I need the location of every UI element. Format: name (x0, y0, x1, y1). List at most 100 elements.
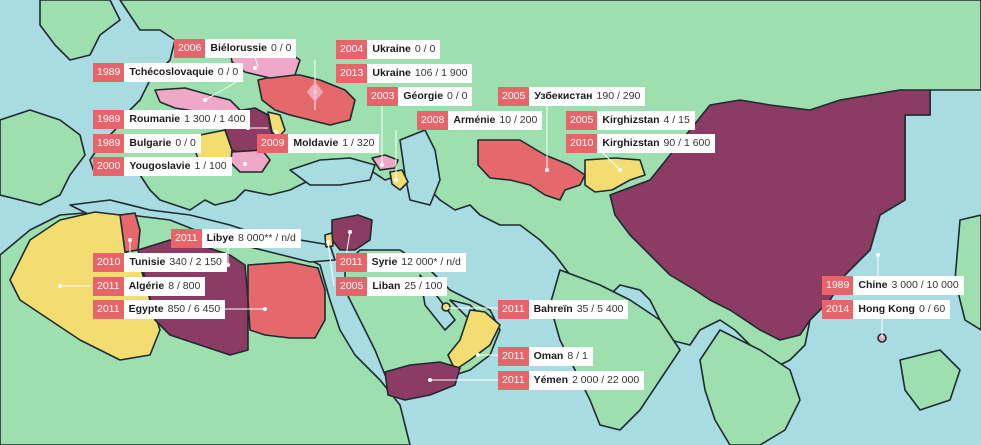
country-name: Tchécoslovaquie (129, 66, 214, 78)
event-stats: 0 / 60 (918, 303, 946, 315)
event-stats: 106 / 1 900 (414, 67, 468, 79)
label-yemen[interactable]: 2011 Yémen 2 000 / 22 000 (498, 371, 645, 390)
country-name: Oman (533, 350, 564, 362)
country-name: Roumanie (129, 113, 181, 125)
event-stats: 0 / 0 (217, 66, 239, 78)
year-badge: 2011 (498, 371, 529, 390)
country-name: Yémen (533, 374, 569, 386)
event-stats: 4 / 15 (663, 114, 690, 126)
label-yougoslavie[interactable]: 2000 Yougoslavie 1 / 100 (93, 157, 232, 176)
year-badge: 2011 (93, 277, 124, 296)
label-syrie[interactable]: 2011 Syrie 12 000* / n/d (336, 253, 466, 272)
location-dot-icon (545, 168, 549, 172)
label-georgie[interactable]: 2003 Géorgie 0 / 0 (367, 87, 473, 106)
label-bahrein[interactable]: 2011 Bahreïn 35 / 5 400 (498, 300, 629, 319)
label-ukraine-2013[interactable]: 2013 Ukraine 106 / 1 900 (336, 64, 473, 83)
year-badge: 2011 (336, 253, 367, 272)
country-name: Syrie (371, 256, 398, 268)
country-name: Ukraine (372, 43, 411, 55)
location-dot-icon (128, 238, 132, 242)
event-stats: 2 000 / 22 000 (572, 374, 640, 386)
label-oman[interactable]: 2011 Oman 8 / 1 (498, 347, 593, 366)
event-stats: 340 / 2 150 (169, 256, 222, 268)
yemen-region (384, 361, 461, 401)
label-bulgarie[interactable]: 1989 Bulgarie 0 / 0 (93, 134, 201, 153)
country-name: Hong Kong (858, 303, 915, 315)
leader-liban (327, 241, 335, 287)
label-tchecoslovaquie[interactable]: 1989 Tchécoslovaquie 0 / 0 (93, 63, 244, 82)
event-stats: 190 / 290 (596, 90, 641, 102)
country-name: Algérie (128, 280, 165, 292)
event-stats: 1 / 320 (342, 137, 375, 149)
event-stats: 0 / 0 (175, 137, 196, 149)
label-moldavie[interactable]: 2009 Moldavie 1 / 320 (257, 134, 380, 153)
year-badge: 2013 (336, 64, 368, 83)
bahrein-region (441, 302, 451, 312)
liban-region (324, 232, 334, 248)
event-stats: 0 / 0 (447, 90, 468, 102)
label-liban[interactable]: 2005 Liban 25 / 100 (336, 277, 448, 296)
country-name: Liban (372, 280, 401, 292)
kirghizstan-region (584, 157, 646, 193)
label-ukraine-2004[interactable]: 2004 Ukraine 0 / 0 (336, 40, 441, 59)
year-badge: 2014 (822, 300, 854, 319)
leader-tchecoslovaquie (204, 80, 239, 101)
year-badge: 1989 (93, 110, 125, 129)
leader-lines (60, 56, 883, 381)
egypte-region (247, 261, 326, 339)
label-egypte[interactable]: 2011 Egypte 850 / 6 450 (93, 300, 226, 319)
location-dot-icon (326, 240, 330, 244)
label-ouzbekistan[interactable]: 2005 Узбекистан 190 / 290 (498, 87, 646, 106)
bulgarie-region (229, 149, 271, 173)
ouzbekistan-region (477, 139, 586, 201)
location-dot-icon (348, 230, 352, 234)
oman-region (447, 309, 501, 371)
event-stats: 10 / 200 (499, 114, 538, 126)
ukraine-marker-icon (307, 82, 323, 102)
label-kirghizstan-2005[interactable]: 2005 Kirghizstan 4 / 15 (566, 111, 695, 130)
label-libye[interactable]: 2011 Libye 8 000** / n/d (171, 229, 301, 248)
event-stats: 8 / 800 (168, 280, 201, 292)
year-badge: 2000 (93, 157, 125, 176)
label-armenie[interactable]: 2008 Arménie 10 / 200 (417, 111, 543, 130)
country-name: Yougoslavie (129, 160, 191, 172)
year-badge: 2011 (93, 300, 124, 319)
location-dot-icon (380, 163, 384, 167)
year-badge: 2010 (566, 134, 598, 153)
country-name: Chine (858, 279, 888, 291)
year-badge: 1989 (822, 276, 854, 295)
event-stats: 0 / 0 (270, 42, 292, 54)
location-dot-icon (476, 353, 480, 357)
country-name: Kirghizstan (602, 137, 660, 149)
event-stats: 8 000** / n/d (238, 232, 296, 244)
event-stats: 850 / 6 450 (167, 303, 221, 315)
country-name: Arménie (453, 114, 496, 126)
year-badge: 2005 (566, 111, 598, 130)
event-stats: 25 / 100 (404, 280, 443, 292)
country-name: Tunisie (129, 256, 166, 268)
location-dot-icon (243, 162, 247, 166)
location-dot-icon (618, 168, 622, 172)
label-kirghizstan-2010[interactable]: 2010 Kirghizstan 90 / 1 600 (566, 134, 716, 153)
year-badge: 1989 (93, 63, 125, 82)
year-badge: 2004 (336, 40, 368, 59)
location-dot-icon (58, 284, 62, 288)
country-name: Bulgarie (129, 137, 172, 149)
year-badge: 1989 (93, 134, 125, 153)
country-name: Egypte (128, 303, 164, 315)
event-stats: 1 / 100 (194, 160, 227, 172)
event-stats: 0 / 0 (414, 43, 436, 55)
location-dot-icon (253, 66, 257, 70)
year-badge: 2005 (336, 277, 368, 296)
label-roumanie[interactable]: 1989 Roumanie 1 300 / 1 400 (93, 110, 251, 129)
label-tunisie[interactable]: 2010 Tunisie 340 / 2 150 (93, 253, 227, 272)
location-dot-icon (226, 263, 230, 267)
event-stats: 1 300 / 1 400 (184, 113, 246, 125)
label-hongkong[interactable]: 2014 Hong Kong 0 / 60 (822, 300, 951, 319)
country-name: Узбекистан (534, 90, 593, 102)
label-chine[interactable]: 1989 Chine 3 000 / 10 000 (822, 276, 964, 295)
event-stats: 3 000 / 10 000 (891, 279, 959, 291)
label-bielorussie[interactable]: 2006 Biélorussie 0 / 0 (174, 39, 297, 58)
label-algerie[interactable]: 2011 Algérie 8 / 800 (93, 277, 206, 296)
